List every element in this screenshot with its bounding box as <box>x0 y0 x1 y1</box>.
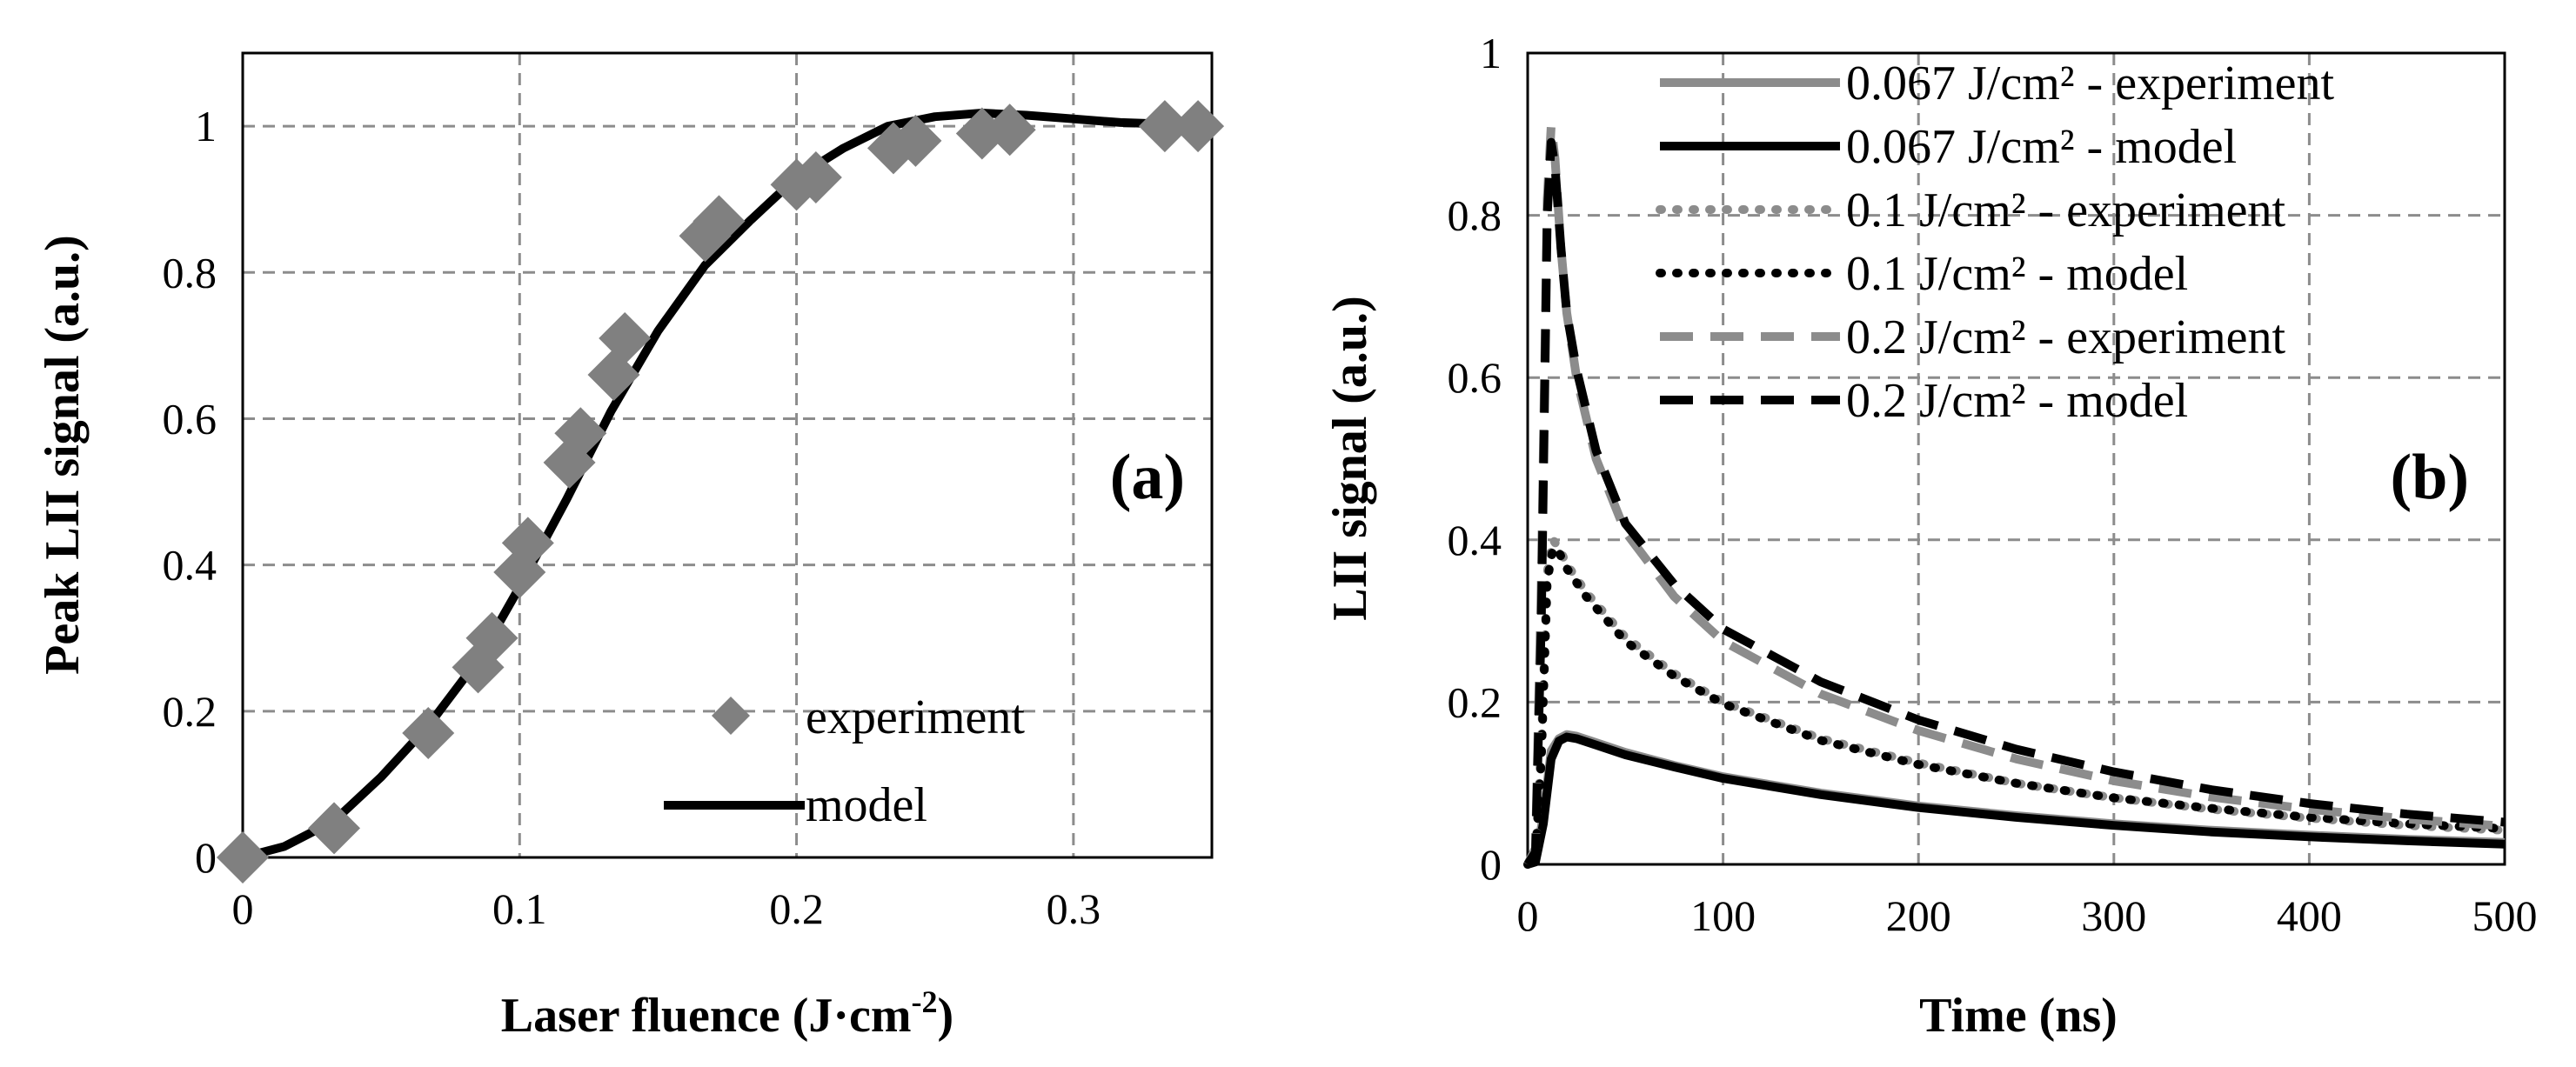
panel-a-x-axis-title-exponent: -2 <box>912 984 938 1019</box>
panel-a-experiment-point <box>693 195 746 248</box>
panel-a-x-tick-label: 0.2 <box>769 884 824 933</box>
panel-a-x-tick-label: 0.1 <box>492 884 547 933</box>
panel-a-plot-frame <box>241 51 1214 859</box>
panel-a-x-axis-title-close: ) <box>938 989 954 1043</box>
panel-a-experiment-point <box>679 210 732 263</box>
panel-b-legend: 0.067 J/cm² - experiment 0.067 J/cm² - mo… <box>1656 57 2335 428</box>
panel-a-legend: experiment model <box>664 690 1025 832</box>
panel-b-legend-label-6: 0.2 J/cm² - model <box>1846 374 2188 428</box>
panel-b-y-tick-labels: 0 0.2 0.4 0.6 0.8 1 <box>1448 29 1502 889</box>
panel-a-model-series <box>238 109 1203 862</box>
panel-b-legend-label-1: 0.067 J/cm² - experiment <box>1846 57 2335 110</box>
panel-a-experiment-point <box>1172 100 1225 153</box>
panel-a-x-tick-label: 0 <box>232 884 254 933</box>
panel-b-y-tick-label: 0.4 <box>1448 516 1502 564</box>
panel-b-series-line-4 <box>1523 544 2509 869</box>
panel-b-legend-label-2: 0.067 J/cm² - model <box>1846 120 2237 174</box>
panel-b-series <box>1523 122 2509 869</box>
panel-a-legend-model-label: model <box>806 778 927 832</box>
panel-a-experiment-point <box>889 114 942 167</box>
panel-a-experiment-point <box>1138 100 1191 153</box>
panel-a-y-tick-label: 0.2 <box>163 687 217 736</box>
panel-a-experiment-series <box>217 100 1225 884</box>
panel-b-y-tick-label: 1 <box>1480 29 1502 77</box>
panel-a-experiment-point <box>501 517 554 570</box>
panel-a-experiment-point <box>789 150 842 203</box>
panel-a-y-tick-label: 0.8 <box>163 248 217 297</box>
panel-b-x-tick-labels: 0 100 200 300 400 500 <box>1517 891 2538 940</box>
panel-a-experiment-point <box>217 831 269 884</box>
panel-a-chart: 0 0.2 0.4 0.6 0.8 1 0 0.1 0.2 0.3 (a) experiment… <box>36 51 1225 1043</box>
panel-b-legend-label-5: 0.2 J/cm² - experiment <box>1846 310 2286 364</box>
panel-a-experiment-point <box>465 611 519 664</box>
panel-a-y-tick-label: 0.6 <box>163 394 217 443</box>
panel-b-x-tick-label: 500 <box>2472 891 2538 940</box>
panel-a-experiment-point <box>402 707 455 760</box>
panel-b-y-tick-label: 0.8 <box>1448 191 1502 240</box>
panel-b-y-tick-label: 0.2 <box>1448 677 1502 726</box>
panel-a-experiment-point <box>554 407 607 460</box>
panel-b-x-tick-label: 400 <box>2277 891 2342 940</box>
panel-a-y-tick-labels: 0 0.2 0.4 0.6 0.8 1 <box>163 102 217 882</box>
panel-b-plot-frame <box>1526 51 2506 866</box>
panel-a-y-tick-label: 0.4 <box>163 541 217 590</box>
panel-b-series-line-5 <box>1523 122 2506 867</box>
panel-a-y-axis-title: Peak LII signal (a.u.) <box>36 235 90 675</box>
panel-b-y-tick-label: 0.6 <box>1448 353 1502 402</box>
panel-a-x-axis-title-main: Laser fluence (J·cm <box>501 989 912 1043</box>
panel-b-y-axis-title: LII signal (a.u.) <box>1323 296 1377 620</box>
panel-a-x-tick-labels: 0 0.1 0.2 0.3 <box>232 884 1101 933</box>
panel-b-legend-label-3: 0.1 J/cm² - experiment <box>1846 183 2286 237</box>
panel-b-series-line-6 <box>1523 137 2506 867</box>
panel-b-x-tick-label: 0 <box>1517 891 1539 940</box>
panel-a-y-tick-label: 0 <box>195 833 217 882</box>
panel-a-experiment-point <box>308 802 361 855</box>
panel-b-y-tick-label: 0 <box>1480 840 1502 889</box>
panel-a-y-tick-label: 1 <box>195 102 217 150</box>
panel-a-label: (a) <box>1110 442 1185 513</box>
panel-a-x-axis-title: Laser fluence (J·cm-2) <box>501 984 953 1043</box>
panel-a-x-tick-label: 0.3 <box>1047 884 1101 933</box>
panel-b-x-tick-label: 300 <box>2081 891 2146 940</box>
panel-b-legend-label-4: 0.1 J/cm² - model <box>1846 247 2188 301</box>
panel-b-series-line-2 <box>1526 732 2506 869</box>
panel-b-x-axis-title: Time (ns) <box>1919 989 2118 1043</box>
panel-b-chart: 0 0.2 0.4 0.6 0.8 1 0 100 200 300 400 500 (b) 0.06… <box>1323 29 2538 1043</box>
panel-b-x-tick-label: 100 <box>1690 891 1756 940</box>
panel-b-x-tick-label: 200 <box>1886 891 1951 940</box>
panel-a-experiment-point <box>599 311 652 364</box>
panel-a-model-line <box>238 109 1203 862</box>
panel-a-experiment-point <box>983 103 1036 157</box>
panel-a-legend-experiment-marker <box>712 697 750 735</box>
panel-a-legend-experiment-label: experiment <box>806 690 1025 744</box>
panel-b-label: (b) <box>2391 442 2469 513</box>
